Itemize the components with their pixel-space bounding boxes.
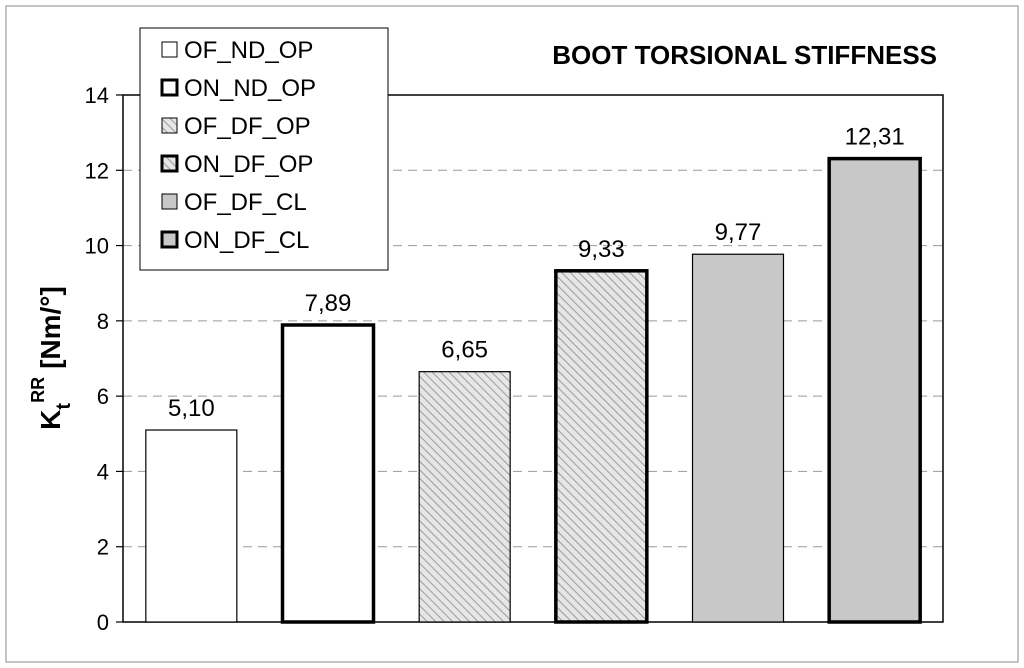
y-tick-label: 14 [85, 83, 109, 108]
y-tick-label: 6 [97, 384, 109, 409]
bar-on-nd-op [280, 323, 376, 624]
bar-on-df-op [554, 269, 649, 624]
y-tick-label: 0 [97, 610, 109, 635]
legend: OF_ND_OP ON_ND_OP OF_DF_OP ON_DF_OP OF_DF_CL… [139, 27, 389, 271]
legend-swatch [160, 230, 179, 249]
bar-on-df-cl [827, 156, 922, 624]
data-label: 5,10 [168, 395, 215, 422]
legend-label: ON_DF_CL [184, 227, 309, 254]
y-label-sub: t [53, 403, 75, 410]
legend-label: ON_DF_OP [184, 151, 313, 178]
legend-swatch [160, 78, 179, 97]
legend-label: OF_DF_CL [184, 189, 307, 216]
bar-of-df-cl [691, 253, 785, 623]
y-label-sup: RR [28, 377, 48, 403]
y-axis-ticks: 0 2 4 6 8 10 12 14 [85, 83, 123, 635]
y-tick-label: 12 [85, 158, 109, 183]
legend-swatch [160, 154, 179, 173]
y-tick-label: 10 [85, 234, 109, 259]
bar-of-nd-op [145, 429, 238, 623]
legend-label: OF_ND_OP [184, 37, 313, 64]
data-label: 7,89 [305, 290, 352, 317]
data-label: 9,33 [578, 236, 625, 263]
y-axis-label: Kt RR [Nm/°] [28, 286, 75, 430]
data-label: 12,31 [845, 124, 905, 151]
legend-label: ON_ND_OP [184, 75, 316, 102]
data-labels: 5,10 7,89 6,65 9,33 9,77 12,31 [168, 124, 905, 422]
y-tick-label: 8 [97, 309, 109, 334]
y-label-base: K [35, 410, 66, 430]
y-tick-label: 4 [97, 459, 109, 484]
data-label: 6,65 [441, 337, 488, 364]
legend-box [139, 27, 389, 271]
plot-area [122, 94, 944, 623]
y-label-unit: [Nm/°] [35, 286, 66, 369]
legend-swatch [161, 41, 178, 58]
chart-title: BOOT TORSIONAL STIFFNESS [552, 40, 937, 70]
legend-swatch [161, 193, 178, 210]
bar-of-df-op [418, 371, 511, 623]
y-tick-label: 2 [97, 535, 109, 560]
legend-swatch [161, 117, 178, 134]
legend-label: OF_DF_OP [184, 113, 311, 140]
bars [145, 156, 922, 624]
data-label: 9,77 [715, 219, 762, 246]
